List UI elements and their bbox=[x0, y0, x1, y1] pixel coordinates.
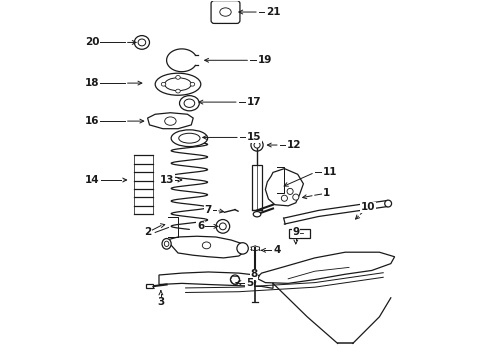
Text: 9: 9 bbox=[292, 228, 299, 238]
Ellipse shape bbox=[183, 99, 194, 107]
Text: 16: 16 bbox=[85, 116, 100, 126]
Text: 20: 20 bbox=[85, 37, 100, 48]
Text: 19: 19 bbox=[258, 55, 272, 65]
Ellipse shape bbox=[219, 223, 226, 230]
Ellipse shape bbox=[162, 239, 171, 249]
Ellipse shape bbox=[190, 82, 194, 86]
Polygon shape bbox=[166, 236, 246, 258]
Ellipse shape bbox=[219, 8, 231, 16]
Polygon shape bbox=[265, 168, 303, 206]
Ellipse shape bbox=[134, 36, 149, 49]
Ellipse shape bbox=[230, 275, 239, 284]
Ellipse shape bbox=[292, 194, 298, 200]
Text: 17: 17 bbox=[246, 97, 261, 107]
Text: 15: 15 bbox=[246, 132, 261, 143]
Ellipse shape bbox=[281, 195, 287, 201]
Ellipse shape bbox=[164, 78, 191, 91]
Ellipse shape bbox=[253, 212, 260, 217]
Text: 10: 10 bbox=[360, 202, 374, 212]
FancyBboxPatch shape bbox=[145, 284, 152, 288]
Text: 1: 1 bbox=[322, 188, 329, 198]
Ellipse shape bbox=[286, 188, 292, 194]
Polygon shape bbox=[159, 272, 272, 288]
Ellipse shape bbox=[175, 89, 180, 93]
Ellipse shape bbox=[179, 96, 199, 111]
Polygon shape bbox=[147, 113, 193, 129]
Bar bbox=[252, 165, 261, 210]
Text: 7: 7 bbox=[204, 206, 212, 215]
Text: 12: 12 bbox=[286, 140, 301, 150]
Ellipse shape bbox=[175, 76, 180, 79]
Text: 18: 18 bbox=[85, 78, 100, 88]
Text: 6: 6 bbox=[197, 221, 204, 231]
Text: 5: 5 bbox=[245, 278, 253, 288]
Ellipse shape bbox=[250, 139, 263, 151]
Polygon shape bbox=[257, 252, 394, 283]
Text: 2: 2 bbox=[143, 228, 151, 238]
FancyBboxPatch shape bbox=[288, 229, 309, 238]
Ellipse shape bbox=[164, 117, 176, 125]
Text: 11: 11 bbox=[322, 167, 337, 177]
Text: 8: 8 bbox=[250, 269, 257, 279]
Ellipse shape bbox=[384, 200, 391, 207]
FancyBboxPatch shape bbox=[211, 1, 240, 23]
Text: 21: 21 bbox=[265, 7, 280, 17]
Ellipse shape bbox=[161, 82, 165, 86]
Text: 4: 4 bbox=[273, 245, 280, 255]
Ellipse shape bbox=[202, 242, 210, 249]
Ellipse shape bbox=[164, 241, 168, 247]
Ellipse shape bbox=[236, 243, 248, 254]
Text: 13: 13 bbox=[159, 175, 174, 185]
Ellipse shape bbox=[216, 220, 229, 233]
Ellipse shape bbox=[171, 130, 207, 147]
Ellipse shape bbox=[253, 142, 260, 148]
Text: 14: 14 bbox=[85, 175, 100, 185]
Ellipse shape bbox=[138, 39, 145, 46]
Text: 3: 3 bbox=[157, 297, 164, 307]
Ellipse shape bbox=[155, 73, 201, 95]
Ellipse shape bbox=[179, 133, 200, 143]
